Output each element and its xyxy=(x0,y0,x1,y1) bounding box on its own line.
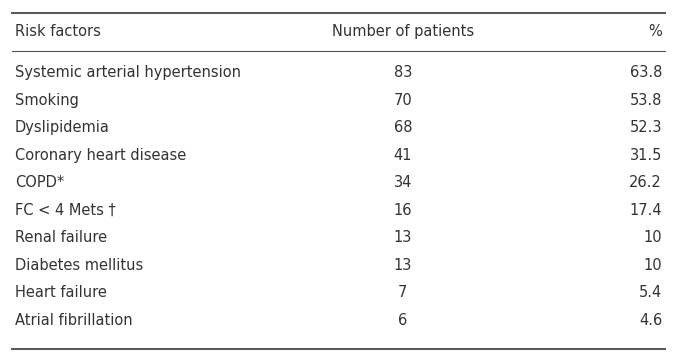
Text: 10: 10 xyxy=(643,258,662,273)
Text: Risk factors: Risk factors xyxy=(15,24,101,39)
Text: 13: 13 xyxy=(393,258,412,273)
Text: 10: 10 xyxy=(643,230,662,245)
Text: 16: 16 xyxy=(393,203,412,218)
Text: Atrial fibrillation: Atrial fibrillation xyxy=(15,313,133,328)
Text: 31.5: 31.5 xyxy=(630,148,662,163)
Text: FC < 4 Mets †: FC < 4 Mets † xyxy=(15,203,116,218)
Text: 53.8: 53.8 xyxy=(630,93,662,108)
Text: 5.4: 5.4 xyxy=(639,285,662,300)
Text: Renal failure: Renal failure xyxy=(15,230,107,245)
Text: Number of patients: Number of patients xyxy=(332,24,474,39)
Text: 7: 7 xyxy=(398,285,408,300)
Text: 68: 68 xyxy=(393,120,412,135)
Text: %: % xyxy=(649,24,662,39)
Text: Systemic arterial hypertension: Systemic arterial hypertension xyxy=(15,65,241,80)
Text: COPD*: COPD* xyxy=(15,175,64,190)
Text: 41: 41 xyxy=(393,148,412,163)
Text: Dyslipidemia: Dyslipidemia xyxy=(15,120,110,135)
Text: 6: 6 xyxy=(398,313,408,328)
Text: Diabetes mellitus: Diabetes mellitus xyxy=(15,258,143,273)
Text: 63.8: 63.8 xyxy=(630,65,662,80)
Text: 26.2: 26.2 xyxy=(630,175,662,190)
Text: 52.3: 52.3 xyxy=(630,120,662,135)
Text: 34: 34 xyxy=(393,175,412,190)
Text: 4.6: 4.6 xyxy=(639,313,662,328)
Text: 70: 70 xyxy=(393,93,412,108)
Text: 17.4: 17.4 xyxy=(630,203,662,218)
Text: 13: 13 xyxy=(393,230,412,245)
Text: Smoking: Smoking xyxy=(15,93,79,108)
Text: Heart failure: Heart failure xyxy=(15,285,107,300)
Text: Coronary heart disease: Coronary heart disease xyxy=(15,148,186,163)
Text: 83: 83 xyxy=(393,65,412,80)
